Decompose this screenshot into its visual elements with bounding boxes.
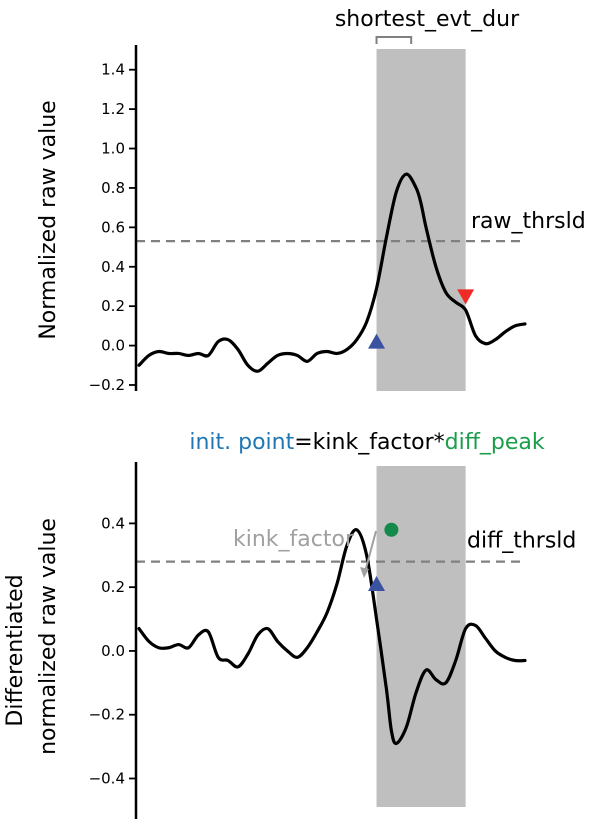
y-tick-label: −0.4 (89, 769, 125, 787)
y-tick-label: 0.4 (101, 514, 125, 532)
y-tick-label: 1.2 (101, 100, 125, 118)
y-tick-label: 1.4 (101, 61, 125, 79)
marker-triangle-up (368, 575, 386, 591)
y-axis-title: Normalized raw value (36, 100, 61, 339)
formula-diff-peak: diff_peak (445, 430, 545, 455)
formula-init-point: init. point (189, 430, 294, 455)
duration-bracket (375, 36, 413, 44)
marker-triangle-up (368, 333, 386, 349)
y-tick-label: 0.0 (101, 337, 125, 355)
y-tick-label: 1.0 (101, 140, 125, 158)
y-tick-label: −0.2 (89, 376, 125, 394)
formula-title: init. point=kink_factor*diff_peak (189, 430, 545, 455)
series-line-0 (137, 172, 527, 373)
y-tick-label: 0.2 (101, 578, 125, 596)
series-line-0 (137, 528, 527, 746)
threshold-label: raw_thrsld (471, 209, 586, 234)
y-tick-label: 0.2 (101, 297, 125, 315)
marker-triangle-down (457, 289, 475, 305)
top-panel: −0.2 0.0 0.2 0.4 0.6 0.8 1.0 1.2 1.4 Normalized r… (36, 7, 586, 394)
duration-label: shortest_evt_dur (335, 7, 520, 32)
y-tick-label: 0.8 (101, 179, 125, 197)
threshold-label: diff_thrsld (467, 529, 576, 554)
y-axis-title-line-2: normalized raw value (36, 518, 61, 755)
kink-arrow-shaft (364, 530, 377, 573)
kink-factor-label: kink_factor (233, 527, 355, 552)
kink-arrow-head (360, 567, 369, 578)
marker-circle (384, 522, 399, 537)
formula-kink-factor: =kink_factor* (294, 430, 444, 455)
y-tick-label: 0.4 (101, 258, 125, 276)
y-axis-title-line-1: Differentiated (3, 574, 28, 726)
event-region (376, 466, 466, 807)
bottom-panel: −0.4 −0.2 0.0 0.2 0.4 Differentiated normalize… (3, 430, 576, 819)
y-tick-label: −0.2 (89, 706, 125, 724)
y-tick-label: 0.0 (101, 642, 125, 660)
y-tick-label: 0.6 (101, 218, 125, 236)
